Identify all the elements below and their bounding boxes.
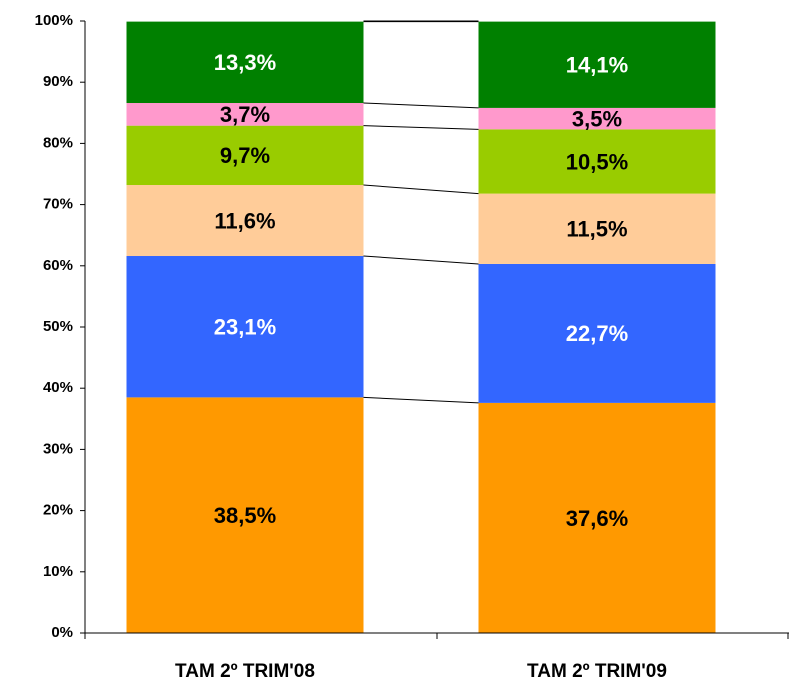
value-label: 14,1% bbox=[566, 53, 628, 78]
value-label: 3,7% bbox=[220, 102, 270, 127]
y-tick-label: 50% bbox=[43, 318, 73, 335]
value-label: 3,5% bbox=[572, 106, 622, 131]
connector bbox=[363, 102, 479, 109]
y-tick-label: 0% bbox=[51, 624, 73, 641]
bar-segment bbox=[478, 107, 716, 130]
y-tick-label: 80% bbox=[43, 134, 73, 151]
connector bbox=[363, 255, 479, 265]
value-label: 9,7% bbox=[220, 143, 270, 168]
bar-segment bbox=[478, 402, 716, 633]
y-tick-label: 90% bbox=[43, 73, 73, 90]
y-tick-label: 100% bbox=[35, 12, 73, 29]
y-tick-label: 60% bbox=[43, 257, 73, 274]
value-label: 23,1% bbox=[214, 315, 276, 340]
bar-segment bbox=[126, 103, 364, 126]
x-tick-label: TAM 2º TRIM'08 bbox=[175, 661, 315, 682]
value-label: 38,5% bbox=[214, 503, 276, 528]
y-tick-label: 30% bbox=[43, 440, 73, 457]
connector bbox=[363, 184, 479, 195]
value-label: 22,7% bbox=[566, 321, 628, 346]
value-label: 11,6% bbox=[214, 208, 275, 233]
bar-segment bbox=[126, 256, 364, 398]
bar-segment bbox=[478, 129, 716, 194]
y-tick-label: 10% bbox=[43, 563, 73, 580]
bar-segment bbox=[126, 185, 364, 257]
bar-segment bbox=[126, 21, 364, 104]
x-tick-label: TAM 2º TRIM'09 bbox=[527, 661, 667, 682]
bar-segment bbox=[478, 193, 716, 264]
bar-segment bbox=[126, 397, 364, 633]
y-tick-label: 20% bbox=[43, 502, 73, 519]
bar-segment bbox=[126, 125, 364, 186]
value-label: 11,5% bbox=[566, 217, 627, 242]
value-label: 10,5% bbox=[566, 149, 628, 174]
connector bbox=[363, 125, 479, 130]
y-tick-label: 40% bbox=[43, 379, 73, 396]
value-label: 13,3% bbox=[214, 50, 276, 75]
connector bbox=[363, 396, 479, 404]
bar-segment bbox=[478, 263, 716, 403]
bar-segment bbox=[478, 21, 716, 108]
y-tick-label: 70% bbox=[43, 196, 73, 213]
value-label: 37,6% bbox=[566, 506, 628, 531]
